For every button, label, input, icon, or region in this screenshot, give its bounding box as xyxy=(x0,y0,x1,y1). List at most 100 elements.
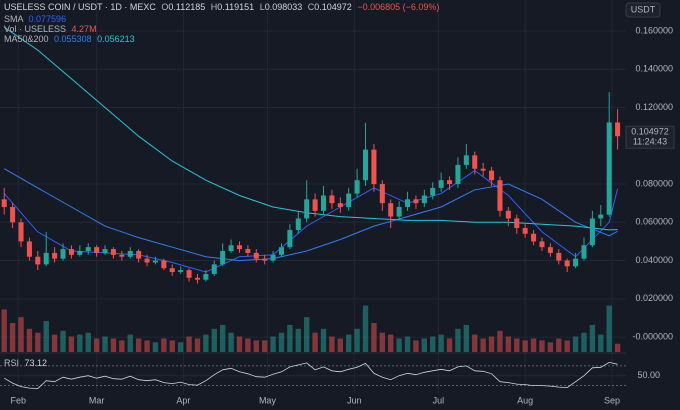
candle-body xyxy=(26,241,32,257)
volume-name: Vol · USELESS xyxy=(4,24,66,34)
ma-name: MA50&200 xyxy=(4,34,49,44)
volume-bar xyxy=(152,342,159,352)
rsi-line xyxy=(3,361,618,390)
low-label: L xyxy=(260,2,265,12)
candle-body xyxy=(354,180,360,194)
volume-bar xyxy=(572,336,579,352)
candle-body xyxy=(337,203,343,207)
currency[interactable]: USDT xyxy=(631,4,656,14)
volume-bar xyxy=(539,340,545,352)
volume-bar xyxy=(404,336,411,352)
candles xyxy=(1,92,621,284)
candle-body xyxy=(211,264,217,274)
volume-value: 4.27M xyxy=(72,24,97,34)
rsi-panel: 50.00 xyxy=(0,361,660,390)
volume-bar xyxy=(320,328,327,352)
x-tick-label: Aug xyxy=(517,395,533,405)
y-tick-label: 0.060000 xyxy=(635,217,673,227)
candle-body xyxy=(278,247,285,255)
candle-body xyxy=(379,184,385,204)
candle-body xyxy=(514,218,520,229)
close-value: 0.104972 xyxy=(314,2,352,12)
rsi-value: 73.12 xyxy=(25,358,48,368)
currency-box[interactable] xyxy=(625,2,661,18)
symbol-line: USELESS COIN / USDT · 1D · MEXC O0.11218… xyxy=(4,2,439,12)
high-value: 0.119151 xyxy=(217,2,254,12)
candle-body xyxy=(497,180,503,211)
candle-body xyxy=(480,168,486,171)
volume-bar xyxy=(371,323,377,352)
ma-line xyxy=(3,169,619,273)
volume-bar xyxy=(589,324,596,352)
sma-legend: SMA 0.077596 xyxy=(4,14,66,24)
volume-bar xyxy=(278,332,285,352)
volume-bar xyxy=(1,309,7,352)
candle-body xyxy=(547,247,553,253)
volume-bar xyxy=(295,328,301,352)
volume-bar xyxy=(346,334,352,352)
candle-body xyxy=(136,250,142,259)
volume-bar xyxy=(388,334,394,352)
candle-body xyxy=(102,249,108,253)
candle-body xyxy=(262,258,268,261)
candle-body xyxy=(178,270,184,273)
candle-body xyxy=(43,252,49,265)
candle-body xyxy=(346,193,352,207)
candle-body xyxy=(228,245,234,251)
candle-body xyxy=(371,149,377,185)
candle-body xyxy=(438,180,444,188)
volume-bar xyxy=(60,330,66,352)
volume-bar xyxy=(564,340,570,352)
sma-name: SMA xyxy=(4,14,24,24)
x-tick-label: Mar xyxy=(89,395,105,405)
countdown: 11:24:43 xyxy=(633,137,667,147)
candle-body xyxy=(220,250,226,265)
volume-bar xyxy=(102,336,108,352)
candle-body xyxy=(169,268,175,273)
candle-body xyxy=(144,258,150,263)
candle-body xyxy=(430,187,436,196)
sma-value: 0.077596 xyxy=(29,14,67,24)
y-tick-label: 0.080000 xyxy=(635,178,673,188)
volume-bar xyxy=(472,334,478,352)
x-tick-label: Jul xyxy=(433,395,445,405)
y-tick-label: -0.000000 xyxy=(632,331,673,341)
volume-bar xyxy=(287,324,293,352)
volume-bar xyxy=(522,340,528,352)
volume-bars xyxy=(1,305,621,352)
candle-body xyxy=(388,203,394,217)
ma-line xyxy=(3,26,618,231)
volume-bar xyxy=(505,336,512,352)
volume-bar xyxy=(312,332,318,352)
candle-body xyxy=(413,199,419,204)
volume-bar xyxy=(85,332,91,352)
axes: 0.160000 0.140000 0.120000 0.080000 0.060000… xyxy=(10,25,675,405)
volume-bar xyxy=(35,332,41,352)
rsi-name: RSI xyxy=(4,358,19,368)
volume-bar xyxy=(43,321,49,352)
candle-body xyxy=(60,249,66,259)
volume-bar xyxy=(9,323,16,352)
volume-bar xyxy=(488,336,495,352)
volume-bar xyxy=(446,338,453,352)
candle-body xyxy=(94,247,100,253)
volume-bar xyxy=(304,317,310,352)
candle-body xyxy=(489,170,495,181)
candle-body xyxy=(68,249,74,255)
volume-bar xyxy=(219,324,226,352)
ma-legend: MA50&200 0.055308 0.056213 xyxy=(4,34,135,44)
last-price: 0.104972 xyxy=(631,127,669,137)
candle-body xyxy=(615,122,621,137)
volume-bar xyxy=(430,336,436,352)
candle-body xyxy=(287,229,293,248)
volume-bar xyxy=(413,340,419,352)
volume-bar xyxy=(480,338,486,352)
volume-bar xyxy=(93,338,100,352)
volume-bar xyxy=(337,338,343,352)
volume-bar xyxy=(161,338,167,352)
candle-body xyxy=(1,199,7,207)
volume-bar xyxy=(514,338,520,352)
symbol: USELESS COIN / USDT · 1D · MEXC xyxy=(4,2,156,12)
volume-bar xyxy=(261,340,268,352)
ma200-value: 0.056213 xyxy=(97,34,135,44)
